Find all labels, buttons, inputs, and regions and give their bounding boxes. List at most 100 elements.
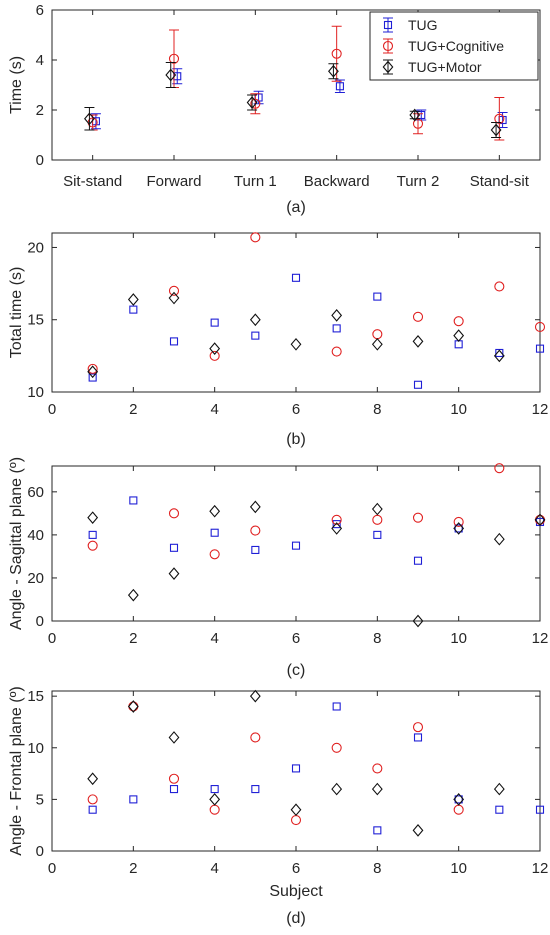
panel-caption: (a) [286,199,306,216]
point-tug-motor [493,782,505,796]
point-tug-cognitive [453,804,464,815]
point-tug [169,785,179,794]
x-tick-label: 2 [129,401,137,418]
x-tick-label: 12 [532,860,549,877]
point-tug [251,785,260,794]
axes-frame [51,465,541,622]
point-tug-motor [209,793,221,806]
y-tick-label: 20 [27,570,44,587]
axes-frame [51,9,541,161]
point-tug-cognitive [453,516,464,528]
x-tick-label: 2 [129,860,137,877]
point-tug-cognitive [453,316,464,327]
point-tug-cognitive [290,814,302,826]
point-tug-motor [127,588,139,602]
point-tug-cognitive [87,363,98,374]
y-axis-label: Time (s) [8,56,25,114]
x-tick-label: 6 [292,401,300,418]
x-tick-label: 0 [48,860,56,877]
point-tug [373,530,382,539]
point-tug-motor [168,291,180,305]
y-tick-label: 6 [36,2,44,19]
axes-frame [51,232,541,393]
panel-b-total-time: 10 15 20 0 2 4 6 8 10 12 Total time (s) (b) [8,232,548,448]
y-tick-label: 0 [36,613,44,630]
point-tug-cognitive [168,773,180,784]
point-tug-motor [249,313,261,327]
point-tug [169,543,179,552]
x-tick-label: 10 [450,860,467,877]
point-tug [88,805,97,814]
panel-a-time-per-phase: 0 2 4 6 Sit-stand Forward Turn 1 Backward Turn 2… [8,2,541,216]
x-tick-label: Turn 1 [234,173,277,190]
axes-frame [51,690,541,852]
point-tug-motor [165,68,177,82]
point-tug [495,348,504,358]
point-tug-cognitive [168,285,180,296]
x-tick-label: Sit-stand [63,173,122,190]
y-tick-label: 15 [27,312,44,329]
point-tug [129,305,138,314]
legend-marker [382,60,394,74]
point-tug [413,380,423,389]
x-tick-label: 2 [129,630,137,647]
x-tick-label: 8 [373,860,381,877]
point-tug-motor [168,567,180,580]
point-tug-motor [290,337,302,351]
point-tug-motor [290,803,302,817]
point-tug [291,541,301,550]
x-tick-label: 10 [450,630,467,647]
point-tug-cognitive [87,794,98,805]
point-tug-motor [371,502,383,516]
point-tug-motor [493,349,505,363]
point-tug-cognitive [250,732,261,743]
y-tick-label: 0 [36,152,44,169]
x-tick-label: 6 [292,630,300,647]
point-tug-cognitive [168,53,180,64]
point-tug [335,82,344,91]
point-tug [210,318,219,327]
point-tug [373,292,382,301]
point-tug-motor [409,108,421,122]
point-tug-motor [331,782,343,796]
point-tug-motor [168,731,180,744]
point-tug [291,764,301,773]
x-tick-label: 0 [48,630,56,647]
x-tick-label: 4 [210,401,218,418]
x-tick-label: 4 [210,630,218,647]
point-tug [210,528,219,537]
y-tick-label: 60 [27,484,44,501]
point-tug-cognitive [372,329,383,340]
point-tug [454,524,463,533]
y-tick-label: 10 [27,740,44,757]
y-axis-label: Angle - Frontal plane (º) [8,686,25,855]
x-tick-label: Backward [304,173,370,190]
point-tug [88,530,97,539]
point-tug-cognitive [250,232,261,243]
point-tug-cognitive [250,525,261,536]
point-tug-motor [127,293,139,306]
point-tug [454,795,463,804]
point-tug [332,702,341,711]
point-tug [291,273,301,282]
panel-caption: (c) [287,662,306,679]
point-tug [332,520,341,529]
point-tug-cognitive [331,346,342,357]
y-tick-label: 20 [27,239,44,256]
point-tug [373,826,382,835]
point-tug-cognitive [494,113,505,124]
y-tick-label: 0 [36,843,44,860]
point-tug-motor [331,522,343,535]
point-tug [88,373,97,382]
x-axis-label: Subject [269,883,323,900]
panel-d-frontal-angle: 0 5 10 15 0 2 4 6 8 10 12 Angle - Frontal plane (º)… [8,686,548,927]
x-tick-label: 8 [373,630,381,647]
point-tug-cognitive [331,514,342,525]
point-tug-cognitive [168,508,180,519]
point-tug [210,785,219,794]
x-tick-label: 12 [532,630,549,647]
point-tug-cognitive [372,763,383,774]
point-tug-motor [371,782,383,796]
legend-label: TUG [408,17,438,33]
